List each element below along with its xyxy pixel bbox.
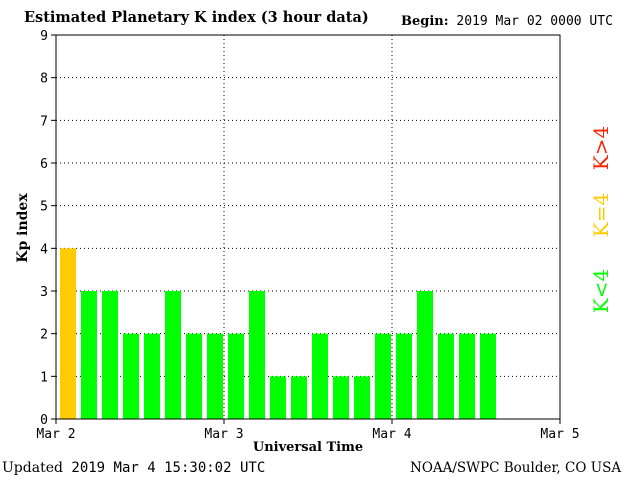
y-tick-label: 5 — [40, 200, 48, 215]
kp-bar — [123, 333, 139, 419]
y-tick-label: 0 — [40, 413, 48, 428]
y-tick-label: 9 — [40, 29, 48, 44]
y-tick-label: 8 — [40, 72, 48, 87]
y-tick-label: 6 — [40, 157, 48, 172]
x-tick-label: Mar 5 — [540, 427, 579, 442]
y-tick-label: 2 — [40, 328, 48, 343]
kp-bar — [102, 291, 118, 419]
y-tick-label: 4 — [40, 242, 48, 257]
kp-bar — [270, 376, 286, 419]
begin-value: 2019 Mar 02 0000 UTC — [456, 14, 613, 29]
kp-bar — [312, 333, 328, 419]
kp-bar — [480, 333, 496, 419]
x-tick-label: Mar 4 — [372, 427, 411, 442]
updated-value: 2019 Mar 4 15:30:02 UTC — [71, 460, 266, 476]
legend-k-less-4: K<4 — [589, 268, 613, 314]
kp-bar — [396, 333, 412, 419]
updated-timestamp: Updated 2019 Mar 4 15:30:02 UTC — [2, 460, 265, 476]
plot-frame — [55, 34, 561, 420]
source-credit: NOAA/SWPC Boulder, CO USA — [410, 460, 622, 476]
y-tick-label: 3 — [40, 285, 48, 300]
kp-bar — [333, 376, 349, 419]
legend-k-equal-4: K=4 — [589, 192, 613, 238]
kp-bar — [81, 291, 97, 419]
kp-bar — [438, 333, 454, 419]
kp-bar — [165, 291, 181, 419]
y-tick-label: 1 — [40, 370, 48, 385]
kp-bar — [60, 248, 76, 419]
kp-bar — [228, 333, 244, 419]
x-axis-label: Universal Time — [252, 440, 364, 455]
begin-label: Begin: — [401, 14, 449, 29]
kp-bar — [291, 376, 307, 419]
kp-bar — [249, 291, 265, 419]
kp-bar — [417, 291, 433, 419]
updated-label: Updated — [2, 460, 63, 476]
kp-bar — [459, 333, 475, 419]
y-tick-label: 7 — [40, 114, 48, 129]
y-axis-label: Kp index — [15, 193, 31, 263]
kp-bar — [354, 376, 370, 419]
kp-bar — [207, 333, 223, 419]
kp-bar — [144, 333, 160, 419]
begin-time: Begin: 2019 Mar 02 0000 UTC — [401, 14, 613, 29]
chart-title: Estimated Planetary K index (3 hour data… — [24, 9, 369, 26]
kp-bar — [186, 333, 202, 419]
kp-bar — [375, 333, 391, 419]
x-tick-label: Mar 2 — [36, 427, 75, 442]
legend-k-greater-4: K>4 — [589, 125, 613, 171]
x-tick-label: Mar 3 — [204, 427, 243, 442]
